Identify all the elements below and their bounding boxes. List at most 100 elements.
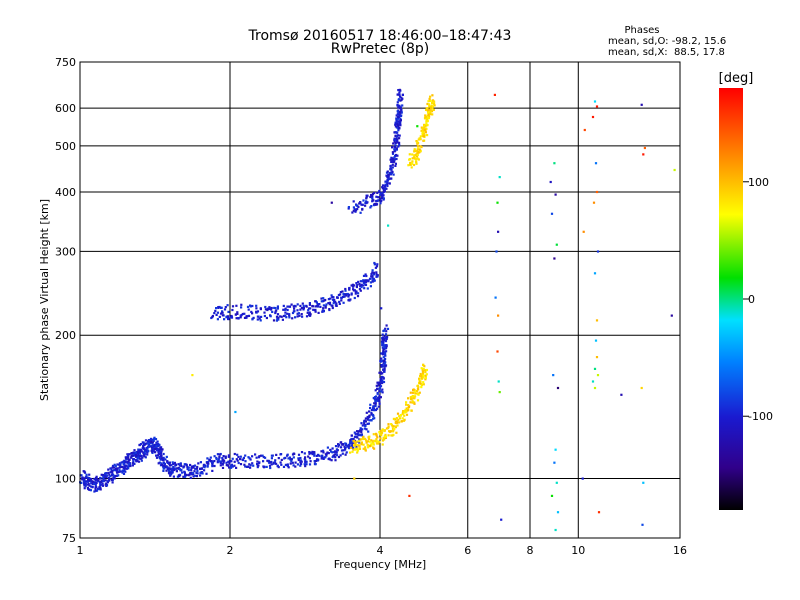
- trace-point: [291, 461, 294, 464]
- trace-point: [139, 443, 143, 446]
- trace-point: [311, 452, 314, 455]
- trace-point: [364, 448, 367, 451]
- trace-point: [347, 206, 350, 209]
- trace-point: [127, 454, 130, 457]
- trace-point: [233, 460, 236, 463]
- trace-point: [355, 445, 358, 448]
- trace-point: [352, 209, 355, 212]
- trace-point: [299, 456, 302, 460]
- trace-point: [222, 455, 225, 458]
- trace-point: [424, 374, 427, 377]
- trace-point: [117, 474, 120, 477]
- trace-point: [240, 306, 243, 309]
- trace-point: [358, 440, 361, 443]
- trace-point: [125, 464, 128, 467]
- trace-point: [360, 441, 363, 444]
- trace-point: [381, 341, 384, 344]
- trace-point: [382, 329, 386, 332]
- x-tick-label: 4: [377, 544, 384, 557]
- trace-point: [327, 452, 330, 455]
- trace-point: [305, 463, 308, 466]
- trace-point: [357, 280, 360, 283]
- trace-point: [99, 483, 102, 486]
- trace-point: [420, 367, 423, 370]
- trace-point: [296, 463, 300, 466]
- trace-point: [343, 295, 346, 298]
- trace-point: [362, 199, 365, 202]
- trace-point: [314, 305, 317, 308]
- trace-point: [368, 419, 371, 422]
- y-tick-label: 75: [62, 532, 76, 545]
- trace-point: [394, 164, 397, 167]
- trace-point: [265, 316, 268, 320]
- trace-point: [326, 446, 329, 449]
- trace-point: [292, 305, 295, 308]
- trace-point: [354, 448, 357, 451]
- trace-point: [383, 351, 387, 354]
- trace-point: [412, 156, 416, 159]
- trace-point: [328, 301, 332, 304]
- trace-point: [356, 436, 359, 439]
- trace-point: [161, 457, 164, 460]
- trace-point: [230, 314, 233, 318]
- trace-point: [395, 140, 398, 143]
- trace-point: [328, 308, 331, 311]
- trace-point: [425, 117, 429, 120]
- trace-point: [335, 304, 338, 307]
- trace-point: [94, 483, 97, 486]
- trace-point: [384, 436, 387, 439]
- trace-point: [393, 131, 396, 134]
- trace-point: [394, 131, 397, 134]
- trace-point: [372, 279, 375, 283]
- trace-point: [322, 304, 325, 307]
- trace-point: [166, 466, 169, 469]
- trace-point: [286, 308, 289, 312]
- trace-point: [382, 184, 385, 187]
- trace-point: [195, 475, 198, 478]
- trace-point: [165, 455, 168, 458]
- scatter-point: [555, 481, 558, 484]
- trace-point: [270, 463, 273, 466]
- trace-point: [378, 399, 381, 402]
- trace-point: [365, 196, 368, 199]
- trace-point: [341, 290, 344, 293]
- trace-point: [348, 442, 352, 445]
- trace-point: [358, 430, 361, 433]
- trace-point: [380, 365, 383, 368]
- trace-point: [227, 454, 230, 457]
- trace-point: [249, 464, 252, 467]
- scatter-point: [554, 448, 557, 451]
- trace-point: [395, 431, 398, 434]
- trace-point: [352, 206, 355, 209]
- trace-point: [135, 458, 138, 462]
- trace-point: [359, 438, 362, 441]
- trace-point: [373, 261, 376, 265]
- trace-point: [94, 479, 97, 482]
- trace-point: [214, 309, 217, 312]
- trace-point: [408, 158, 412, 161]
- trace-point: [91, 485, 94, 488]
- scatter-point: [596, 250, 600, 253]
- trace-point: [220, 306, 223, 309]
- trace-point: [376, 381, 379, 384]
- trace-point: [175, 470, 178, 473]
- trace-point: [245, 315, 248, 318]
- trace-point: [396, 424, 399, 427]
- trace-point: [375, 271, 378, 274]
- trace-point: [337, 293, 340, 297]
- scatter-point: [595, 319, 599, 322]
- trace-point: [320, 297, 323, 300]
- trace-point: [111, 472, 114, 475]
- trace-point: [119, 464, 122, 467]
- trace-point: [217, 458, 220, 461]
- trace-point: [363, 419, 366, 422]
- trace-point: [90, 477, 93, 481]
- trace-point: [379, 192, 382, 195]
- trace-point: [385, 180, 388, 183]
- trace-point: [349, 451, 352, 454]
- trace-point: [199, 471, 202, 474]
- trace-point: [416, 384, 419, 387]
- trace-point: [425, 368, 428, 372]
- trace-point: [378, 394, 381, 397]
- trace-point: [420, 386, 423, 389]
